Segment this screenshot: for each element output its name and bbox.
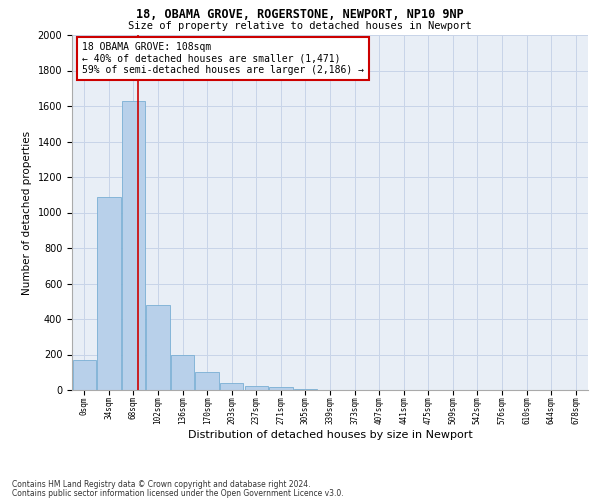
Bar: [122, 100, 145, 390]
Bar: [73, 360, 96, 390]
X-axis label: Distribution of detached houses by size in Newport: Distribution of detached houses by size …: [188, 430, 472, 440]
Text: 18 OBAMA GROVE: 108sqm
← 40% of detached houses are smaller (1,471)
59% of semi-: 18 OBAMA GROVE: 108sqm ← 40% of detached…: [82, 42, 364, 76]
Bar: [269, 388, 293, 390]
Bar: [146, 305, 170, 390]
Bar: [171, 354, 194, 390]
Bar: [294, 389, 317, 390]
Text: Contains public sector information licensed under the Open Government Licence v3: Contains public sector information licen…: [12, 488, 344, 498]
Y-axis label: Number of detached properties: Number of detached properties: [22, 130, 32, 294]
Text: 18, OBAMA GROVE, ROGERSTONE, NEWPORT, NP10 9NP: 18, OBAMA GROVE, ROGERSTONE, NEWPORT, NP…: [136, 8, 464, 20]
Bar: [196, 372, 219, 390]
Text: Contains HM Land Registry data © Crown copyright and database right 2024.: Contains HM Land Registry data © Crown c…: [12, 480, 311, 489]
Text: Size of property relative to detached houses in Newport: Size of property relative to detached ho…: [128, 21, 472, 31]
Bar: [97, 196, 121, 390]
Bar: [245, 386, 268, 390]
Bar: [220, 383, 244, 390]
